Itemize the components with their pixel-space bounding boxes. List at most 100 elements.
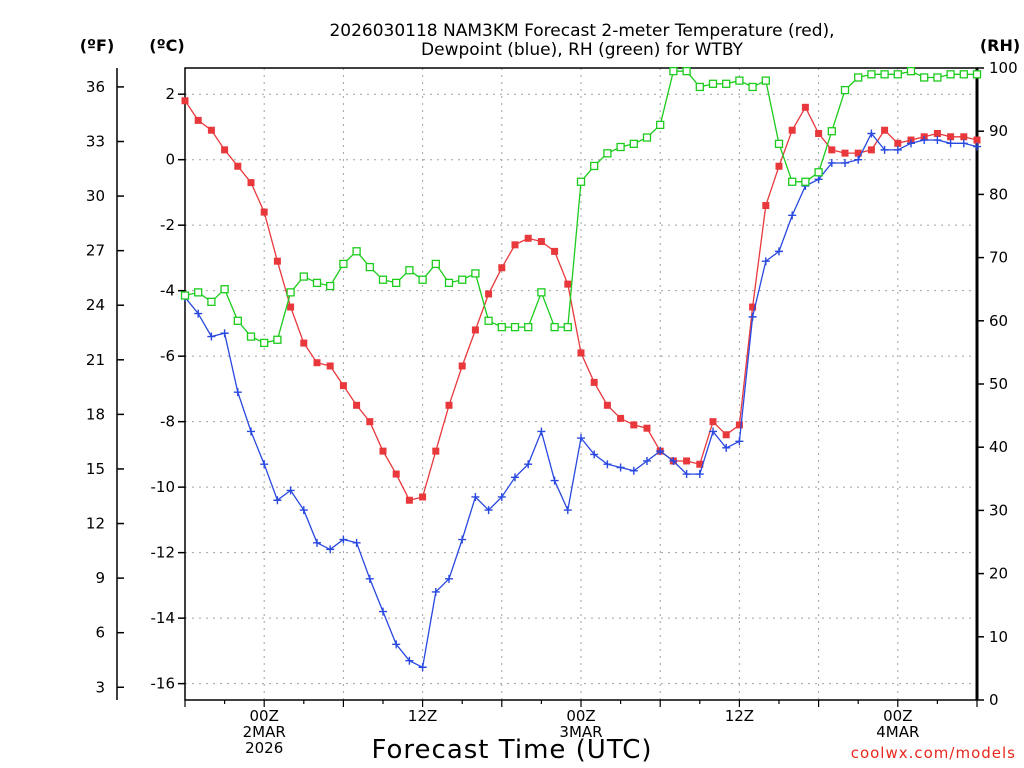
temperature-point — [247, 179, 255, 187]
axis-ticks: 20-2-4-6-8-10-12-14-16363330272421181512… — [86, 59, 1018, 757]
rh-point — [656, 120, 665, 130]
rh-point — [365, 262, 374, 272]
rh-point — [444, 278, 454, 288]
rh-tick-label: 80 — [989, 185, 1008, 203]
chart-title: 2026030118 NAM3KM Forecast 2-meter Tempe… — [329, 21, 834, 60]
temperature-point — [485, 290, 493, 298]
rh-point — [339, 259, 348, 269]
rh-point — [299, 272, 308, 281]
rh-point — [246, 332, 256, 341]
rh-point — [946, 70, 955, 79]
celsius-tick-label: -4 — [160, 282, 175, 300]
rh-point — [510, 322, 520, 332]
fahrenheit-tick-label: 15 — [86, 460, 105, 478]
rh-point — [708, 79, 718, 88]
x-axis-label: Forecast Time (UTC) — [371, 735, 652, 765]
rh-point — [669, 67, 678, 76]
x-tick-label: 12Z — [408, 707, 437, 725]
x-tick-label: 2026 — [245, 739, 283, 757]
dewpoint-point — [511, 473, 519, 482]
x-tick-label: 2MAR — [243, 723, 286, 741]
temperature-point — [313, 359, 321, 367]
temperature-point — [973, 136, 981, 144]
celsius-tick-label: -8 — [160, 413, 175, 431]
x-tick-label: 00Z — [883, 707, 912, 725]
rh-point — [273, 335, 282, 344]
dewpoint-point — [933, 136, 942, 145]
fahrenheit-tick-label: 21 — [86, 351, 105, 369]
celsius-tick-label: 0 — [165, 151, 175, 169]
temperature-point — [788, 126, 796, 134]
temperature-point — [419, 493, 427, 501]
temperature-point — [577, 349, 585, 357]
dewpoint-point — [379, 607, 387, 616]
celsius-tick-label: -2 — [160, 216, 175, 234]
temperature-point — [445, 401, 453, 409]
dewpoint-point — [233, 388, 242, 397]
dewpoint-point — [867, 129, 876, 138]
fahrenheit-tick-label: 24 — [86, 296, 105, 314]
temperature-point — [366, 418, 374, 426]
temperature-point — [300, 339, 308, 347]
dewpoint-point — [656, 447, 665, 456]
dewpoint-point — [273, 496, 282, 505]
dewpoint-point — [814, 175, 823, 184]
rh-tick-label: 50 — [989, 375, 1008, 393]
temperature-point — [749, 303, 757, 311]
temperature-point — [815, 129, 823, 137]
rh-point — [682, 67, 691, 76]
temperature-point — [432, 447, 440, 455]
series-dewpoint — [181, 129, 981, 672]
fahrenheit-tick-label: 6 — [95, 624, 105, 642]
rh-tick-label: 100 — [989, 59, 1018, 77]
rh-point — [616, 142, 625, 152]
rh-point — [959, 70, 968, 79]
temperature-point — [181, 97, 189, 105]
dewpoint-point — [299, 506, 308, 515]
celsius-tick-label: -16 — [151, 675, 176, 693]
dewpoint-point — [550, 476, 559, 485]
temperature-point — [273, 257, 281, 265]
rh-point — [550, 322, 559, 332]
fahrenheit-tick-label: 30 — [86, 187, 105, 205]
temperature-point — [828, 146, 836, 154]
rh-point — [563, 322, 572, 332]
rh-point — [867, 70, 876, 79]
fahrenheit-unit-label: (ºF) — [80, 36, 115, 55]
dewpoint-point — [392, 640, 401, 649]
rh-point — [748, 82, 757, 92]
rh-point — [814, 168, 823, 177]
dewpoint-point — [220, 329, 229, 338]
temperature-point — [287, 303, 295, 311]
rh-point — [801, 177, 810, 186]
dewpoint-point — [194, 309, 203, 318]
temperature-point — [392, 470, 400, 478]
dewpoint-point — [669, 456, 678, 465]
temperature-point — [775, 162, 783, 170]
temperature-point — [564, 280, 572, 288]
temperature-point — [617, 414, 625, 422]
temperature-point — [326, 362, 334, 370]
temperature-point — [207, 126, 215, 134]
dewpoint-point — [761, 257, 770, 266]
dewpoint-point — [365, 574, 374, 583]
dewpoint-point — [695, 470, 704, 479]
rh-point — [458, 275, 467, 284]
temperature-point — [194, 116, 202, 124]
temperature-point — [511, 241, 519, 249]
celsius-unit-label: (ºC) — [149, 36, 184, 55]
dewpoint-point — [629, 466, 638, 475]
temperature-point — [735, 421, 743, 429]
rh-tick-label: 40 — [989, 438, 1008, 456]
rh-point — [484, 316, 493, 325]
dewpoint-point — [682, 470, 691, 479]
rh-point — [788, 177, 797, 186]
rh-point — [220, 285, 229, 294]
dewpoint-point — [524, 460, 533, 469]
temperature-point — [683, 457, 691, 465]
dewpoint-point — [735, 437, 744, 446]
rh-point — [880, 70, 889, 79]
dewpoint-point — [286, 486, 295, 495]
temperature-point — [696, 460, 704, 468]
dewpoint-point — [841, 158, 849, 167]
